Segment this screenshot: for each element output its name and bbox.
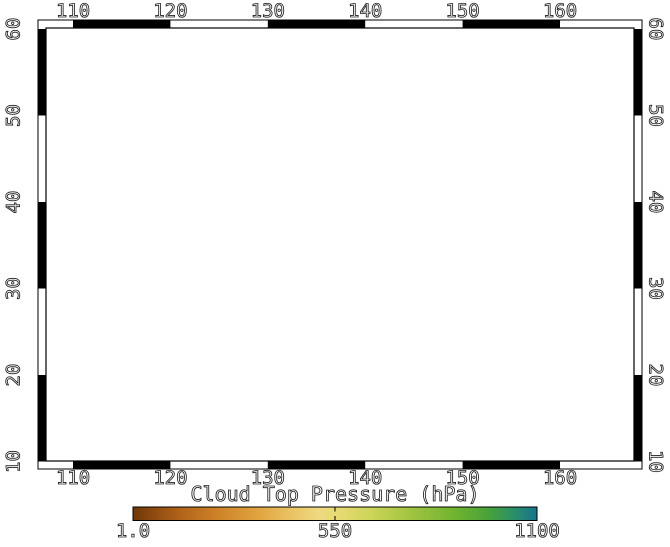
border-segment — [634, 375, 642, 462]
lon-tick-label-bottom: 110 — [56, 467, 90, 489]
lon-tick-label-top: 110 — [56, 0, 90, 22]
lat-tick-label-right: 30 — [644, 277, 666, 300]
colorbar-tick-label: 550 — [318, 520, 352, 542]
lon-tick-label-bottom: 120 — [153, 467, 187, 489]
lat-tick-label-left: 20 — [3, 364, 25, 387]
lon-tick-label-bottom: 140 — [348, 467, 382, 489]
lon-tick-label-top: 140 — [348, 0, 382, 22]
lat-tick-label-right: 60 — [644, 18, 666, 41]
lon-tick-label-top: 150 — [445, 0, 479, 22]
lon-tick-label-bottom: 150 — [445, 467, 479, 489]
lon-tick-label-top: 120 — [153, 0, 187, 22]
border-segment — [267, 461, 366, 469]
border-segment — [634, 202, 642, 289]
border-segment — [38, 375, 46, 462]
lon-tick-label-bottom: 130 — [251, 467, 285, 489]
colorbar-tick-label: 1.0 — [116, 520, 150, 542]
frame-outer — [37, 19, 643, 470]
border-segment — [462, 461, 560, 469]
colorbar: Cloud Top Pressure (hPa) 1.0 550 1100 — [115, 482, 560, 543]
colorbar-body: 1.0 550 1100 — [115, 506, 560, 542]
border-segment — [38, 29, 46, 116]
lat-tick-label-right: 20 — [644, 364, 666, 387]
lat-tick-label-left: 50 — [3, 104, 25, 127]
lon-tick-label-top: 160 — [543, 0, 577, 22]
lon-tick-label-top: 130 — [251, 0, 285, 22]
border-segment — [462, 20, 560, 28]
lat-tick-label-right: 10 — [644, 450, 666, 473]
lat-tick-label-left: 60 — [3, 18, 25, 41]
map-border — [37, 19, 643, 470]
lat-tick-label-right: 50 — [644, 104, 666, 127]
colorbar-title: Cloud Top Pressure (hPa) — [191, 482, 480, 506]
colorbar-tick-label: 1100 — [514, 520, 560, 542]
frame-inner — [45, 27, 635, 462]
border-segment — [73, 20, 171, 28]
border-segment — [38, 202, 46, 289]
lat-tick-label-left: 10 — [3, 450, 25, 473]
border-segment — [73, 461, 171, 469]
border-segment — [267, 20, 366, 28]
lat-tick-label-right: 40 — [644, 191, 666, 214]
lat-tick-label-left: 30 — [3, 277, 25, 300]
axis-tick-labels: 110 110 120 120 130 130 140 140 150 150 160 160 60 60… — [2, 0, 667, 489]
lat-tick-label-left: 40 — [3, 191, 25, 214]
border-segment — [634, 29, 642, 116]
lon-tick-label-bottom: 160 — [543, 467, 577, 489]
